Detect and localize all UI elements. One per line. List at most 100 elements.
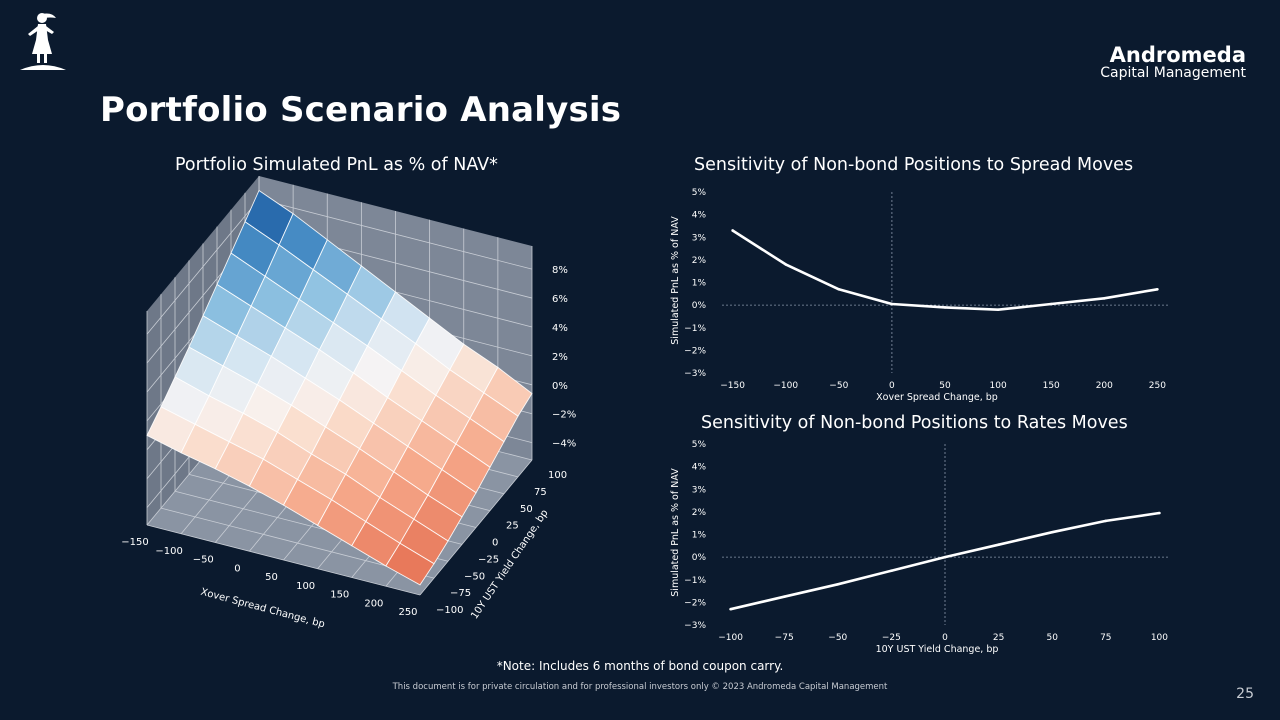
y-axis-label: Simulated PnL as % of NAV bbox=[670, 216, 681, 345]
y-tick-label: −3% bbox=[684, 621, 706, 631]
y-tick-label: 1% bbox=[692, 279, 707, 289]
y-tick-label: −75 bbox=[450, 588, 471, 599]
rates-chart: 5% 4% 3% 2% 1% 0% −1% −2% −3% −100 −75 −50 −25 0 25 50 7… bbox=[670, 440, 1168, 655]
x-tick-label: 75 bbox=[1100, 633, 1111, 643]
page-title: Portfolio Scenario Analysis bbox=[100, 90, 622, 130]
series-line bbox=[731, 229, 1158, 311]
y-tick-label: −2% bbox=[684, 598, 706, 608]
x-tick-label: −25 bbox=[882, 633, 901, 643]
data-point bbox=[729, 607, 732, 611]
y-tick-label: 0% bbox=[692, 301, 707, 311]
grid-line bbox=[419, 459, 533, 596]
spread-chart-title: Sensitivity of Non-bond Positions to Spr… bbox=[694, 155, 1134, 175]
x-axis-label: 10Y UST Yield Change, bp bbox=[876, 644, 999, 655]
y-tick-label: 3% bbox=[692, 233, 707, 243]
data-point bbox=[1156, 287, 1159, 291]
x-tick-label: 100 bbox=[1151, 633, 1168, 643]
x-tick-label: −100 bbox=[718, 633, 743, 643]
x-tick-label: −100 bbox=[773, 381, 798, 391]
x-tick-label: 50 bbox=[939, 381, 951, 391]
data-point bbox=[1102, 297, 1106, 300]
x-tick-label: −150 bbox=[720, 381, 745, 391]
data-point bbox=[890, 302, 894, 306]
y-tick-label: 3% bbox=[692, 485, 707, 495]
surface-cell bbox=[385, 542, 435, 586]
data-point bbox=[784, 263, 788, 266]
rates-chart-title: Sensitivity of Non-bond Positions to Rat… bbox=[701, 413, 1128, 433]
brand: Andromeda Capital Management bbox=[1100, 44, 1246, 81]
data-point bbox=[1049, 302, 1053, 306]
y-tick-label: −1% bbox=[684, 324, 706, 334]
x-tick-label: −75 bbox=[775, 633, 794, 643]
data-point bbox=[731, 229, 734, 232]
x-tick-label: −50 bbox=[193, 555, 214, 566]
x-axis-label: Xover Spread Change, bp bbox=[876, 392, 998, 403]
z-tick-label: 4% bbox=[552, 323, 568, 334]
y-tick-label: −1% bbox=[684, 576, 706, 586]
x-tick-label: 250 bbox=[1149, 381, 1166, 391]
y-tick-label: 0 bbox=[492, 538, 498, 549]
x-tick-label: 100 bbox=[990, 381, 1007, 391]
z-tick-label: 6% bbox=[552, 294, 568, 305]
y-tick-label: 2% bbox=[692, 508, 707, 518]
z-tick-label: −2% bbox=[552, 410, 576, 421]
y-tick-label: 0% bbox=[692, 553, 707, 563]
data-point bbox=[997, 543, 1000, 546]
x-tick-label: 0 bbox=[942, 633, 948, 643]
x-tick-label: 200 bbox=[1096, 381, 1113, 391]
x-tick-label: −100 bbox=[155, 546, 182, 557]
disclaimer: This document is for private circulation… bbox=[392, 682, 888, 692]
z-tick-label: −4% bbox=[552, 439, 576, 450]
y-tick-label: 4% bbox=[692, 463, 707, 473]
data-point bbox=[836, 582, 840, 586]
x-tick-label: 0 bbox=[234, 563, 240, 574]
grid-line bbox=[258, 198, 533, 270]
page-number: 25 bbox=[1236, 686, 1254, 702]
data-point bbox=[1050, 530, 1054, 534]
y-tick-label: 25 bbox=[506, 521, 519, 532]
x-tick-label: 150 bbox=[330, 590, 349, 601]
x-tick-label: −150 bbox=[121, 537, 148, 548]
data-point bbox=[890, 569, 893, 572]
x-tick-label: 100 bbox=[296, 581, 315, 592]
y-axis-label: Simulated PnL as % of NAV bbox=[670, 468, 681, 597]
y-tick-label: −25 bbox=[478, 554, 499, 565]
y-tick-label: 100 bbox=[548, 470, 567, 481]
x-tick-label: 50 bbox=[1046, 633, 1058, 643]
x-tick-label: −50 bbox=[829, 381, 848, 391]
data-point bbox=[1104, 519, 1108, 523]
y-tick-label: 4% bbox=[692, 211, 707, 221]
y-tick-label: −2% bbox=[684, 346, 706, 356]
x-tick-label: 250 bbox=[398, 607, 417, 618]
data-point bbox=[782, 595, 786, 599]
x-tick-label: 25 bbox=[993, 633, 1004, 643]
y-tick-label: −100 bbox=[436, 605, 463, 616]
x-tick-label: −50 bbox=[828, 633, 847, 643]
y-tick-label: 5% bbox=[692, 440, 707, 450]
x-tick-label: 0 bbox=[889, 381, 895, 391]
logo-icon bbox=[20, 13, 66, 70]
surface-chart-title: Portfolio Simulated PnL as % of NAV* bbox=[175, 155, 498, 175]
x-tick-label: 150 bbox=[1043, 381, 1060, 391]
grid-line bbox=[146, 198, 260, 335]
y-tick-label: 5% bbox=[692, 188, 707, 198]
brand-name: Andromeda bbox=[1109, 43, 1246, 67]
y-tick-label: 75 bbox=[534, 487, 547, 498]
y-tick-label: −3% bbox=[684, 369, 706, 379]
surface-chart: 8% 6% 4% 2% 0% −2% −4% −150 −100 −50 0 50 100 150 200 2… bbox=[121, 176, 576, 631]
data-point bbox=[1158, 511, 1161, 515]
z-tick-label: 8% bbox=[552, 265, 568, 276]
y-tick-label: 1% bbox=[692, 531, 707, 541]
footnote: *Note: Includes 6 months of bond coupon … bbox=[496, 659, 784, 673]
data-point bbox=[943, 555, 947, 559]
y-tick-label: 2% bbox=[692, 256, 707, 266]
y-tick-label: −50 bbox=[464, 571, 485, 582]
data-point bbox=[943, 306, 947, 309]
z-tick-label: 2% bbox=[552, 352, 568, 363]
x-tick-label: 200 bbox=[364, 598, 383, 609]
brand-subtitle: Capital Management bbox=[1100, 65, 1246, 82]
spread-chart: 5% 4% 3% 2% 1% 0% −1% −2% −3% −150 −100 −50 0 50 100 15… bbox=[670, 188, 1168, 403]
x-axis-label: Xover Spread Change, bp bbox=[199, 587, 326, 631]
data-point bbox=[996, 308, 1000, 311]
y-tick-label: 50 bbox=[520, 504, 533, 515]
